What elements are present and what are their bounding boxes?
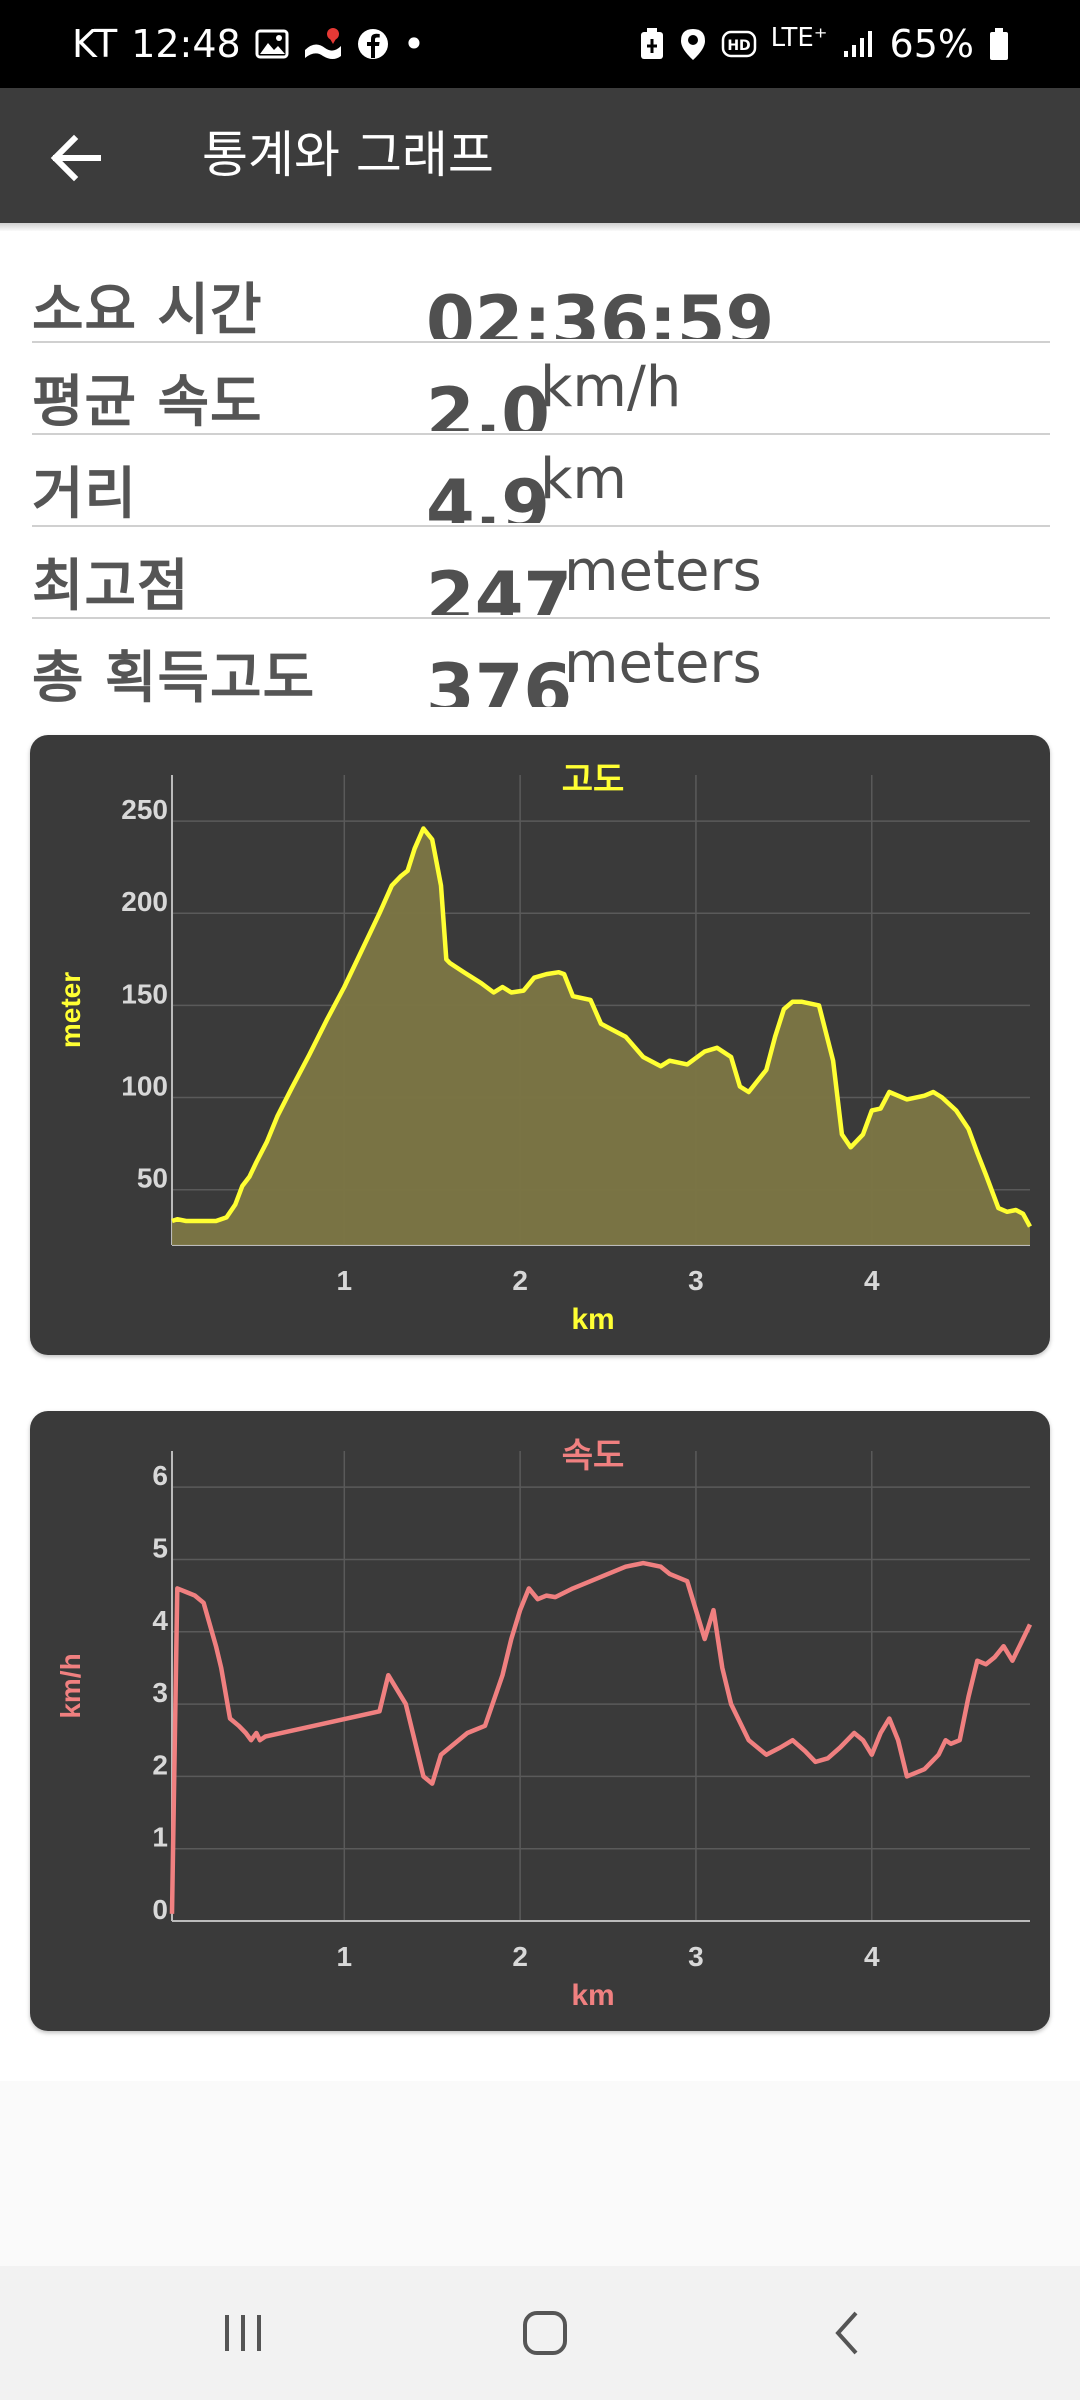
signal-icon: [842, 29, 876, 59]
y-tick-label: 200: [121, 886, 168, 917]
svg-text:HD: HD: [727, 38, 750, 54]
back-button[interactable]: [36, 118, 116, 198]
stat-row-max-elevation: 최고점 247 meters: [32, 527, 1050, 619]
y-tick-label: 250: [121, 794, 168, 825]
stat-value: 376: [426, 649, 573, 707]
x-tick-label: 1: [337, 1265, 353, 1296]
status-left: KT 12:48 •: [72, 0, 425, 88]
page-title: 통계와 그래프: [202, 126, 494, 184]
y-tick-label: 100: [121, 1071, 168, 1102]
stat-row-distance: 거리 4.9 km: [32, 435, 1050, 527]
speed-chart[interactable]: 0 1 2 3 4 5 6 1 2 3 4 속도 km km/h: [30, 1411, 1050, 2031]
x-tick-label: 1: [337, 1941, 353, 1972]
stats-table: 소요 시간 02:36:59 평균 속도 2.0 km/h 거리 4.9 km …: [32, 251, 1050, 709]
stat-label: 최고점: [32, 554, 190, 619]
stat-row-total-ascent: 총 획득고도 376 meters: [32, 619, 1050, 709]
stat-unit: meters: [564, 539, 762, 604]
bottom-padding: [0, 2081, 1080, 2266]
y-axis-label: meter: [55, 972, 86, 1048]
network-type-label: LTE⁺: [770, 23, 828, 53]
app-bar: 통계와 그래프: [0, 88, 1080, 223]
battery-icon: [988, 27, 1010, 61]
chart-canvas: 0 1 2 3 4 5 6 1 2 3 4 속도 km km/h: [55, 1436, 1033, 2012]
x-tick-label: 4: [864, 1941, 880, 1972]
stat-label: 총 획득고도: [32, 646, 316, 709]
app-bar-shadow: [0, 223, 1080, 231]
chart-canvas: 50 100 150 200 250 1 2 3 4 고도 km meter: [55, 760, 1032, 1336]
y-tick-label: 6: [152, 1460, 168, 1491]
navigation-bar: [0, 2266, 1080, 2400]
stat-value: 247: [426, 557, 573, 615]
home-button[interactable]: [505, 2293, 585, 2373]
system-back-button[interactable]: [808, 2293, 888, 2373]
elevation-series-line: [171, 826, 1032, 1228]
x-axis-label: km: [571, 1979, 614, 2012]
y-tick-label: 4: [152, 1605, 168, 1636]
home-icon: [523, 2311, 567, 2355]
status-right: HD LTE⁺ 65%: [639, 0, 1010, 88]
stat-value-wrap: 376 meters: [426, 619, 1046, 707]
map-notification-icon: [303, 26, 343, 62]
y-tick-label: 5: [152, 1532, 168, 1563]
stat-value: 2.0: [426, 373, 551, 431]
y-tick-label: 2: [152, 1749, 168, 1780]
x-axis-label: km: [571, 1303, 614, 1336]
statistics-content[interactable]: 소요 시간 02:36:59 평균 속도 2.0 km/h 거리 4.9 km …: [0, 231, 1080, 2081]
chart-title: 속도: [562, 1436, 625, 1476]
x-tick-label: 3: [688, 1265, 704, 1296]
recent-apps-button[interactable]: [203, 2293, 283, 2373]
stat-value: 02:36:59: [426, 281, 775, 339]
hd-voice-icon: HD: [721, 30, 757, 58]
y-tick-label: 1: [152, 1822, 168, 1853]
recent-apps-icon: [225, 2315, 261, 2351]
arrow-left-icon: [50, 134, 101, 182]
stat-label: 소요 시간: [32, 278, 263, 343]
x-tick-label: 2: [512, 1941, 528, 1972]
stat-value: 4.9: [426, 465, 551, 523]
status-bar: KT 12:48 • HD LTE⁺ 65%: [0, 0, 1080, 88]
y-tick-label: 3: [152, 1677, 168, 1708]
x-tick-label: 4: [864, 1265, 880, 1296]
elevation-chart[interactable]: 50 100 150 200 250 1 2 3 4 고도 km meter: [30, 735, 1050, 1355]
x-tick-label: 3: [688, 1941, 704, 1972]
stat-label: 평균 속도: [32, 370, 263, 435]
stat-value-wrap: 247 meters: [426, 527, 1046, 615]
stat-value-wrap: 2.0 km/h: [426, 343, 1046, 431]
y-tick-label: 0: [152, 1894, 168, 1925]
back-chevron-icon: [835, 2311, 858, 2355]
stat-row-avg-speed: 평균 속도 2.0 km/h: [32, 343, 1050, 435]
clock: 12:48: [131, 22, 241, 66]
location-icon: [679, 27, 707, 61]
battery-percent: 65%: [889, 22, 974, 66]
facebook-icon: [357, 28, 389, 60]
stat-label: 거리: [32, 462, 138, 527]
battery-saver-icon: [639, 27, 665, 61]
gallery-icon: [255, 29, 289, 59]
stat-unit: km/h: [540, 355, 682, 420]
stat-value-wrap: 4.9 km: [426, 435, 1046, 523]
elevation-area-fill: [172, 828, 1030, 1245]
chart-title: 고도: [562, 760, 625, 800]
notification-dot: •: [402, 22, 426, 66]
carrier-label: KT: [72, 22, 118, 66]
stat-unit: meters: [564, 631, 762, 696]
stat-unit: km: [540, 447, 627, 512]
y-tick-label: 150: [121, 978, 168, 1009]
y-axis-label: km/h: [55, 1653, 86, 1718]
x-tick-label: 2: [512, 1265, 528, 1296]
y-tick-label: 50: [137, 1163, 168, 1194]
stat-value-wrap: 02:36:59: [426, 251, 1046, 339]
stat-row-duration: 소요 시간 02:36:59: [32, 251, 1050, 343]
speed-series-line: [169, 1560, 1033, 1914]
